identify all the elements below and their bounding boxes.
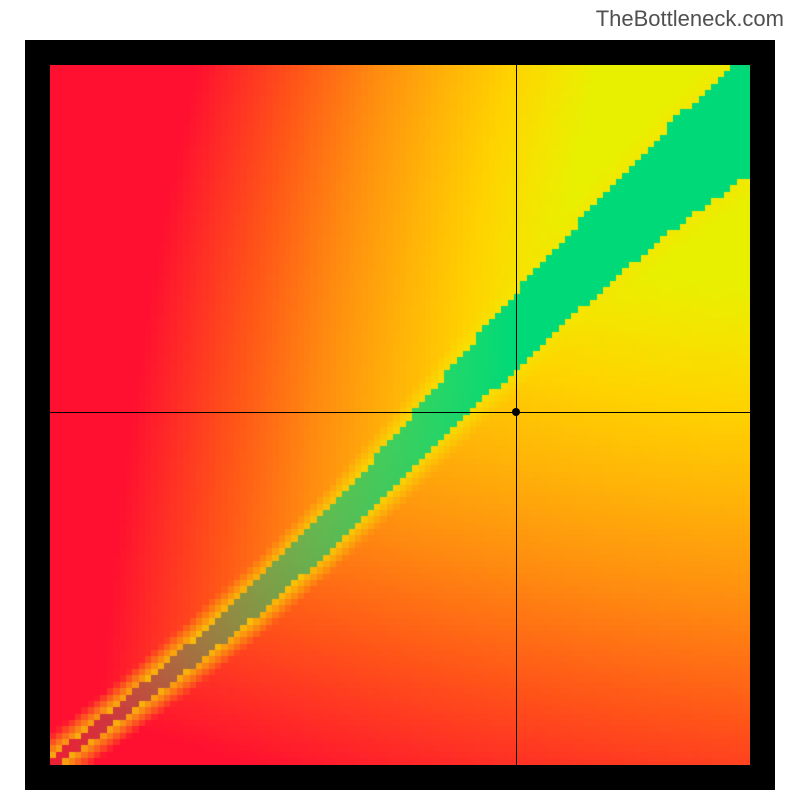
- marker-dot: [512, 408, 520, 416]
- heatmap-canvas: [50, 65, 750, 765]
- attribution-text: TheBottleneck.com: [596, 6, 784, 32]
- crosshair-horizontal: [50, 412, 750, 413]
- chart-container: TheBottleneck.com: [0, 0, 800, 800]
- plot-area: [50, 65, 750, 765]
- chart-frame: [25, 40, 775, 790]
